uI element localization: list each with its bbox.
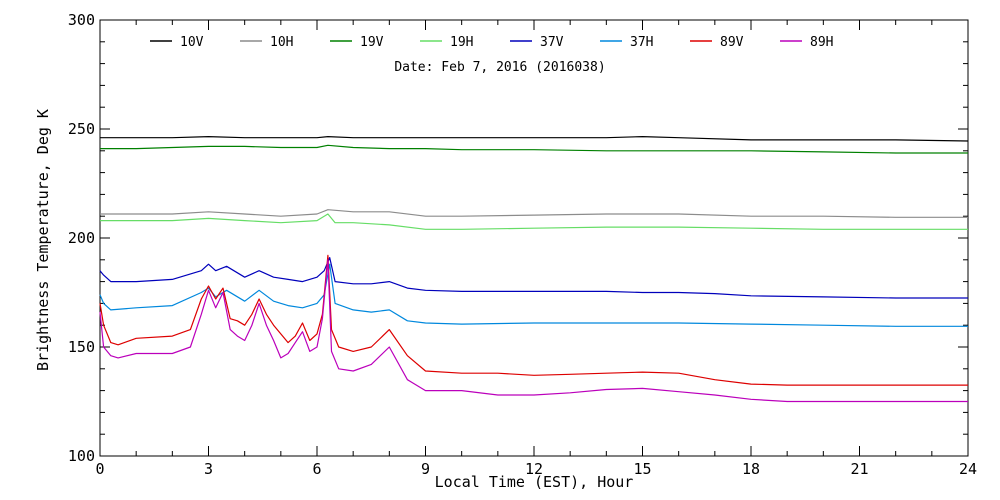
series-line-89v	[99, 254, 968, 386]
legend-label-10v: 10V	[180, 35, 204, 50]
x-tick-label: 3	[204, 460, 213, 478]
series-line-10h	[100, 209, 968, 218]
legend-label-37h: 37H	[630, 35, 653, 50]
legend-label-19v: 19V	[360, 35, 384, 50]
x-tick-label: 24	[959, 460, 977, 478]
series-line-19h	[100, 213, 968, 230]
legend-label-37v: 37V	[540, 35, 564, 50]
legend-label-19h: 19H	[450, 35, 473, 50]
x-tick-label: 18	[742, 460, 760, 478]
axis-ticks: 0 3 6 9 12 15 18 21 24 100 150 200 250 300	[68, 11, 977, 478]
series-line-10v	[100, 136, 969, 142]
legend: 10V 10H 19V 19H 37V 37H 89V 89H	[150, 35, 833, 50]
series-lines	[99, 136, 969, 403]
legend-label-89v: 89V	[720, 35, 744, 50]
x-axis-label: Local Time (EST), Hour	[435, 473, 634, 491]
series-line-89h	[99, 259, 968, 403]
legend-label-10h: 10H	[270, 35, 293, 50]
plot-border	[99, 19, 969, 457]
series-line-19v	[100, 144, 968, 154]
y-tick-label: 150	[68, 338, 95, 356]
chart-title: Date: Feb 7, 2016 (2016038)	[394, 60, 605, 75]
x-tick-label: 0	[95, 460, 104, 478]
y-tick-label: 200	[68, 229, 95, 247]
y-axis-label: Brightness Temperature, Deg K	[34, 109, 52, 371]
legend-label-89h: 89H	[810, 35, 833, 50]
x-tick-label: 12	[525, 460, 543, 478]
x-tick-label: 9	[421, 460, 430, 478]
y-tick-label: 100	[68, 447, 95, 465]
series-line-37v	[99, 257, 968, 299]
y-tick-label: 250	[68, 120, 95, 138]
x-tick-label: 6	[312, 460, 321, 478]
y-tick-label: 300	[68, 11, 95, 29]
plot-frame	[99, 19, 969, 457]
x-tick-label: 15	[633, 460, 651, 478]
x-tick-label: 21	[850, 460, 868, 478]
